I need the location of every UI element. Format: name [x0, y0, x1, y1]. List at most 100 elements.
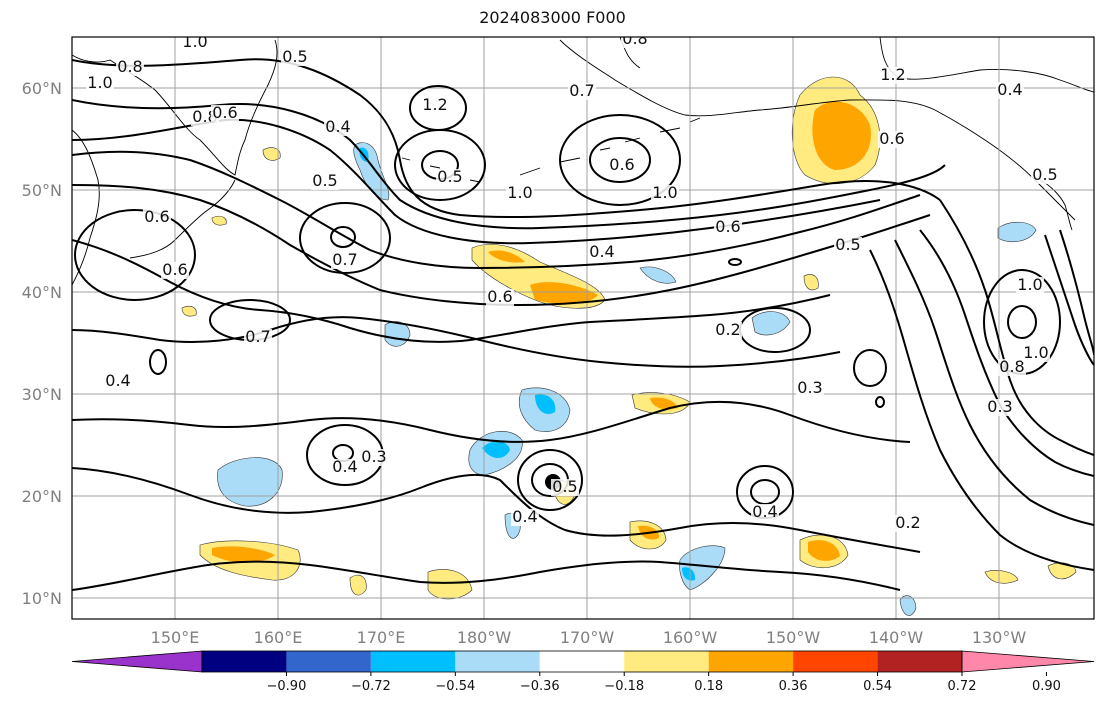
coast-kurils — [129, 179, 236, 259]
contour-pacific-south-1 — [72, 400, 911, 443]
contour-label-bg — [998, 359, 1026, 376]
negative-anomaly-center-2-core — [535, 394, 556, 415]
contour-north-2 — [72, 99, 946, 230]
contour-label-bg — [331, 252, 359, 269]
map-frame — [71, 36, 1095, 620]
contour-label: 0.8 — [622, 29, 647, 48]
contour-label-bg — [568, 83, 596, 100]
contour-east-steep-2 — [1044, 234, 1094, 366]
colorbar-segment — [286, 651, 371, 672]
contour-label-bg — [511, 509, 539, 526]
contour-loop-typhoon — [517, 449, 583, 511]
colorbar-segment — [455, 651, 540, 672]
contour-label: 0.6 — [879, 129, 904, 148]
latitude-labels: 60°N 50°N 40°N 30°N 20°N 10°N — [22, 79, 62, 608]
contour-label: 0.2 — [895, 513, 920, 532]
contour-label: 0.3 — [987, 397, 1012, 416]
colorbar-extend-low — [71, 650, 203, 673]
colorbar-tick-label: 0.18 — [694, 679, 723, 694]
contour-label-bg — [621, 37, 649, 48]
lat-label: 50°N — [22, 181, 62, 200]
negative-anomaly-east — [997, 221, 1037, 243]
colorbar-tick-label: −0.36 — [520, 679, 560, 694]
contour-label-bg — [588, 244, 616, 261]
positive-anomaly-southwest-core — [212, 546, 275, 563]
contour-jet-3 — [72, 239, 831, 343]
contour-label: 0.6 — [144, 207, 169, 226]
contour-label-bg — [1031, 167, 1059, 184]
contour-east-steep-1 — [1059, 229, 1094, 356]
positive-anomaly-small-2 — [984, 570, 1019, 584]
contour-label: 0.4 — [105, 371, 130, 390]
negative-anomaly-jet — [639, 266, 677, 284]
contour-loop-north-d — [409, 85, 467, 131]
contour-label-bg — [181, 37, 209, 51]
coast-bc — [1039, 179, 1073, 231]
contour-loop-okhotsk-high — [74, 209, 196, 301]
positive-anomaly-south-center — [427, 569, 473, 600]
negative-anomaly-mid-east — [751, 311, 791, 336]
positive-anomaly-jet-core — [530, 282, 598, 304]
contour-label-bg — [551, 479, 579, 496]
contour-label-bg — [878, 131, 906, 148]
contour-pacific-south-3 — [72, 560, 901, 591]
contour-label-bg — [506, 185, 534, 202]
contour-label: 1.0 — [182, 32, 207, 51]
contour-label: 1.0 — [1023, 343, 1048, 362]
contour-label-bg — [311, 173, 339, 190]
contour-label-bg — [86, 75, 114, 92]
colorbar-segment — [539, 651, 625, 672]
contour-label-bg — [714, 219, 742, 236]
colorbar-tick-label: 0.72 — [948, 679, 977, 694]
lon-label: 180°W — [457, 628, 512, 647]
colorbar-tick-label: −0.90 — [267, 679, 307, 694]
graticule — [72, 37, 1094, 619]
colorbar-tick-label: 0.36 — [779, 679, 808, 694]
lat-label: 10°N — [22, 589, 62, 608]
contour-label: 0.4 — [325, 117, 350, 136]
contour-label-bg — [421, 97, 449, 114]
contour-label-bg — [244, 329, 272, 346]
contour-label-bg — [143, 209, 171, 226]
contour-label: 0.5 — [835, 235, 860, 254]
contour-label-bg — [996, 82, 1024, 99]
contour-label: 1.0 — [507, 183, 532, 202]
contour-loop-north-c-inner — [589, 137, 651, 183]
contour-loop-small-4 — [728, 258, 742, 266]
contour-label: 1.0 — [87, 73, 112, 92]
contour-label-bg — [161, 262, 189, 279]
contour-label-bg — [834, 237, 862, 254]
contour-label: 0.4 — [589, 242, 614, 261]
contour-label-bg — [879, 67, 907, 84]
contour-label-bg — [486, 289, 514, 306]
lat-label: 20°N — [22, 487, 62, 506]
contour-loop-small-1 — [149, 349, 167, 375]
contour-label: 0.7 — [245, 327, 270, 346]
colorbar-segment — [793, 651, 878, 672]
positive-anomaly-small-8 — [211, 215, 227, 226]
contour-label: 0.5 — [437, 167, 462, 186]
contour-loop-north-c — [559, 114, 681, 206]
contour-loop-north-a-inner — [330, 226, 356, 248]
contour-label: 0.4 — [512, 507, 537, 526]
contour-label: 1.2 — [880, 65, 905, 84]
contour-east-4 — [869, 249, 1094, 571]
contour-label: 0.5 — [552, 477, 577, 496]
colorbar — [71, 650, 1095, 673]
colorbar-tick-label: −0.18 — [604, 679, 644, 694]
contour-pacific-mid — [72, 316, 841, 368]
contour-label: 0.3 — [797, 378, 822, 397]
contour-north-1 — [72, 58, 941, 219]
contour-label-bg — [894, 515, 922, 532]
colorbar-segment — [624, 651, 709, 672]
contour-jet-1 — [72, 150, 921, 270]
contour-label: 0.6 — [212, 103, 237, 122]
longitude-labels: 150°E 160°E 170°E 180°W 170°W 160°W 150°… — [151, 628, 1027, 647]
contour-label-bg — [104, 373, 132, 390]
contour-label-bg — [1022, 345, 1050, 362]
colorbar-ticks: −0.90 −0.72 −0.54 −0.36 −0.18 0.18 0.36 0.54 0.7… — [267, 672, 1061, 694]
contour-label-bg — [796, 380, 824, 397]
positive-anomaly-alaska-gulf-core — [812, 101, 871, 170]
lon-label: 170°W — [560, 628, 615, 647]
contour-label: 0.6 — [715, 217, 740, 236]
